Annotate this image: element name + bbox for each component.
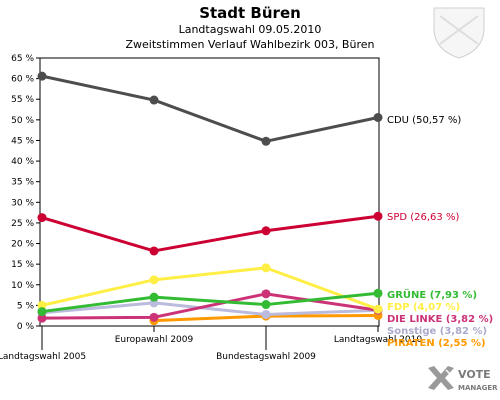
y-tick-label: 20 % [11, 240, 34, 250]
y-tick-label: 40 % [11, 157, 34, 167]
data-point [261, 309, 271, 319]
chart-subtitle-district: Zweitstimmen Verlauf Wahlbezirk 003, Bür… [126, 38, 375, 51]
data-point [37, 300, 47, 310]
data-point [261, 289, 271, 299]
data-point [373, 304, 383, 314]
series-line-cdu [41, 74, 379, 143]
y-tick-label: 55 % [11, 95, 34, 105]
series-line-sonstige [41, 301, 379, 316]
series-label: GRÜNE (7,93 %) [387, 287, 477, 301]
x-tick-label: Bundestagswahl 2009 [216, 352, 316, 362]
data-point [373, 112, 383, 122]
y-tick-label: 60 % [11, 75, 34, 85]
data-point [37, 313, 47, 323]
data-point [373, 288, 383, 298]
y-tick-label: 35 % [11, 178, 34, 188]
y-tick-label: 0 % [17, 322, 35, 332]
x-tick-label: Landtagswahl 2010 [334, 335, 423, 345]
y-tick-label: 65 % [11, 54, 34, 64]
vote-manager-logo-word: VOTE [458, 368, 491, 381]
y-tick-label: 30 % [11, 198, 34, 208]
series-label: PIRATEN (2,55 %) [387, 338, 486, 349]
data-point [149, 292, 159, 302]
series-label: Sonstige (3,82 %) [387, 326, 487, 337]
series-label: DIE LINKE (3,82 %) [387, 314, 493, 325]
x-axis: Landtagswahl 2005 Europawahl 2009 Bundesta… [0, 326, 422, 362]
data-point [149, 246, 159, 256]
y-tick-label: 45 % [11, 136, 34, 146]
data-point [149, 95, 159, 105]
data-point [37, 307, 47, 317]
data-point [149, 275, 159, 285]
y-tick-label: 50 % [11, 116, 34, 126]
data-point [261, 263, 271, 273]
y-axis: 0 % 5 % 10 % 15 % 20 % 25 % 30 % 35 % 40 % 45 % 50… [11, 54, 40, 332]
vote-manager-logo-subword: MANAGER [458, 384, 498, 392]
plot-area [39, 57, 380, 327]
data-point [261, 300, 271, 310]
series-line-die-linke [41, 292, 379, 320]
series-line-fdp [41, 266, 379, 311]
y-tick-label: 15 % [11, 260, 34, 270]
data-point [37, 71, 47, 81]
coat-of-arms-icon [433, 7, 485, 59]
data-point [261, 226, 271, 236]
series-label: SPD (26,63 %) [387, 212, 459, 223]
x-tick-label: Landtagswahl 2005 [0, 352, 86, 362]
chart-subtitle-election: Landtagswahl 09.05.2010 [179, 23, 322, 36]
data-point [37, 213, 47, 223]
y-tick-label: 25 % [11, 219, 34, 229]
y-tick-label: 5 % [17, 301, 35, 311]
data-point [149, 312, 159, 322]
data-point [373, 211, 383, 221]
series-label: FDP (4,07 %) [387, 302, 460, 313]
vote-manager-x-icon [428, 366, 454, 390]
series-label: CDU (50,57 %) [387, 115, 461, 126]
series-labels: CDU (50,57 %) SPD (26,63 %) GRÜNE (7,93 %)… [387, 115, 493, 349]
vote-manager-logo: VOTE MANAGER [428, 366, 498, 392]
y-tick-label: 10 % [11, 281, 34, 291]
series-group [37, 71, 383, 326]
data-point [261, 136, 271, 146]
x-tick-label: Europawahl 2009 [115, 335, 194, 345]
series-line-grüne [41, 291, 379, 314]
chart-title: Stadt Büren [199, 4, 301, 22]
series-line-spd [41, 214, 379, 253]
